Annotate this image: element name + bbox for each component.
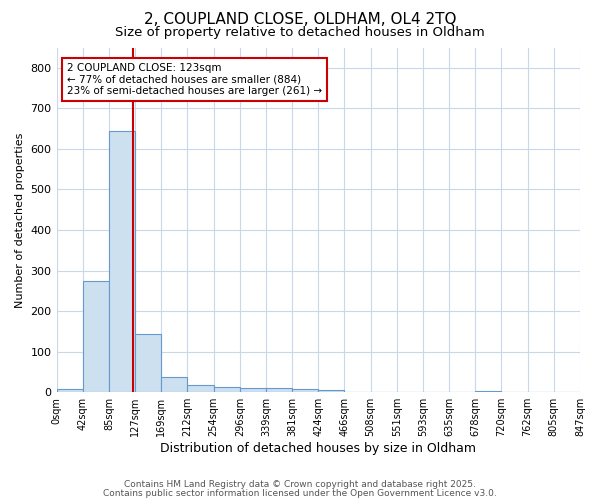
X-axis label: Distribution of detached houses by size in Oldham: Distribution of detached houses by size … [160,442,476,455]
Bar [475,390,502,392]
Bar [292,389,318,392]
Bar [266,388,292,392]
Text: 2, COUPLAND CLOSE, OLDHAM, OL4 2TQ: 2, COUPLAND CLOSE, OLDHAM, OL4 2TQ [144,12,456,28]
Bar [109,130,135,392]
Text: 2 COUPLAND CLOSE: 123sqm
← 77% of detached houses are smaller (884)
23% of semi-: 2 COUPLAND CLOSE: 123sqm ← 77% of detach… [67,63,322,96]
Text: Contains HM Land Registry data © Crown copyright and database right 2025.: Contains HM Land Registry data © Crown c… [124,480,476,489]
Bar [83,280,109,392]
Bar [214,388,240,392]
Bar [187,385,214,392]
Text: Contains public sector information licensed under the Open Government Licence v3: Contains public sector information licen… [103,488,497,498]
Bar [135,334,161,392]
Bar [161,377,187,392]
Y-axis label: Number of detached properties: Number of detached properties [15,132,25,308]
Bar [318,390,344,392]
Text: Size of property relative to detached houses in Oldham: Size of property relative to detached ho… [115,26,485,39]
Bar [240,388,266,392]
Bar [56,389,83,392]
